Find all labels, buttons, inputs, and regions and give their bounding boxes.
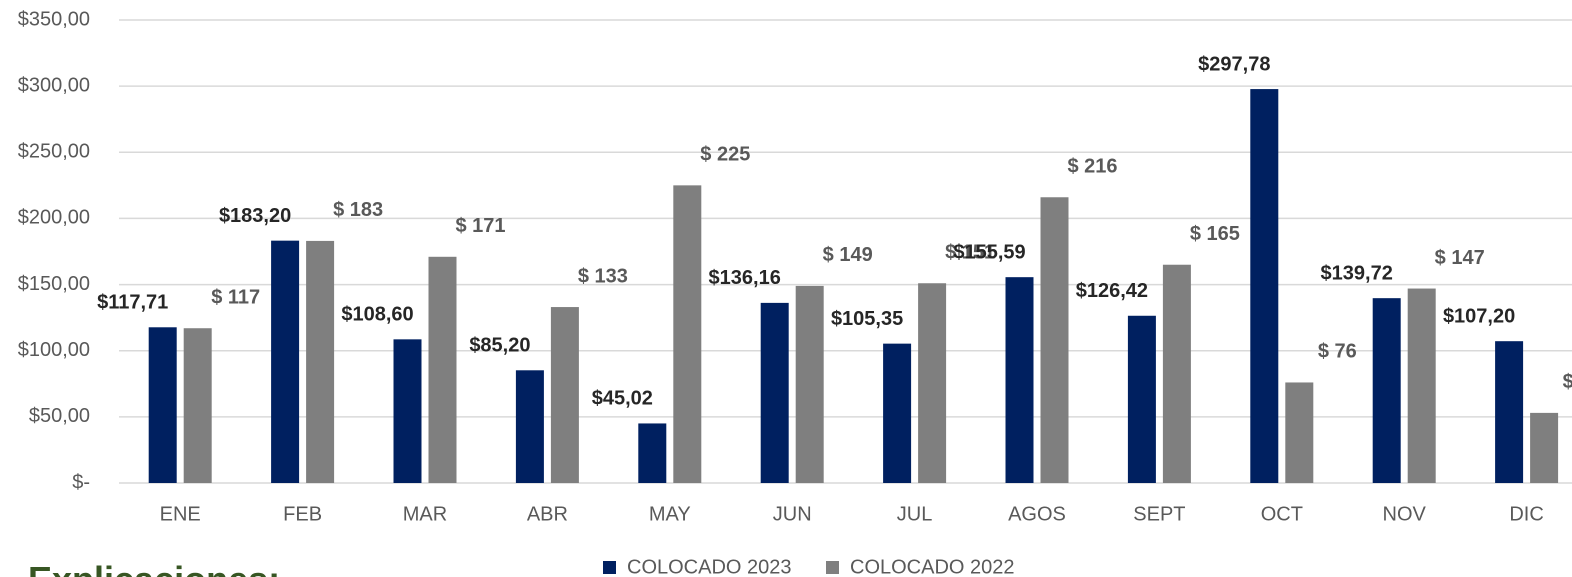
value-label: $ 171 — [455, 215, 505, 237]
value-label: $183,20 — [219, 205, 291, 227]
y-tick-label: $350,00 — [18, 8, 90, 30]
bar — [1407, 288, 1436, 483]
x-tick-label: JUN — [773, 503, 812, 525]
legend-label: COLOCADO 2023 — [627, 556, 792, 577]
value-label: $155,59 — [953, 241, 1025, 263]
x-tick-label: ENE — [160, 503, 201, 525]
value-label: $ 216 — [1067, 156, 1117, 178]
value-label: $ 151 — [945, 242, 995, 264]
x-tick-label: MAR — [403, 503, 447, 525]
bar — [1530, 412, 1559, 483]
x-tick-label: ABR — [527, 503, 568, 525]
bar — [1495, 341, 1524, 483]
bar — [306, 240, 335, 483]
bar — [883, 343, 912, 483]
y-tick-label: $50,00 — [29, 405, 90, 427]
x-tick-label: FEB — [283, 503, 322, 525]
x-tick-label: MAY — [649, 503, 691, 525]
bar — [673, 185, 702, 483]
bar — [183, 328, 212, 483]
y-tick-label: $200,00 — [18, 207, 90, 229]
value-label: $108,60 — [341, 304, 413, 326]
y-tick-label: $300,00 — [18, 74, 90, 96]
value-label: $ 149 — [823, 244, 873, 266]
legend-swatch — [603, 561, 616, 574]
value-label: $ 133 — [578, 265, 628, 287]
value-label: $45,02 — [592, 388, 653, 410]
bar — [1127, 315, 1156, 483]
bar — [393, 339, 422, 483]
legend-label: COLOCADO 2022 — [850, 556, 1015, 577]
bar — [638, 423, 667, 483]
value-label: $126,42 — [1076, 280, 1148, 302]
value-label: $105,35 — [831, 308, 903, 330]
footer-text: Explicaciones: — [28, 559, 280, 577]
value-label: $ 183 — [333, 199, 383, 221]
value-label: $ 165 — [1190, 223, 1240, 245]
bar — [1005, 277, 1034, 483]
value-label: $297,78 — [1198, 53, 1270, 75]
value-label: $ 225 — [700, 144, 750, 166]
value-label: $136,16 — [709, 267, 781, 289]
bar — [515, 370, 544, 483]
bar — [271, 240, 300, 483]
y-tick-label: $250,00 — [18, 141, 90, 163]
value-label: $ 117 — [211, 287, 260, 309]
x-tick-label: NOV — [1383, 503, 1427, 525]
x-tick-label: OCT — [1261, 503, 1303, 525]
value-label: $ 76 — [1318, 341, 1357, 363]
y-tick-label: $- — [72, 471, 90, 493]
bar — [760, 302, 789, 483]
value-label: $139,72 — [1321, 262, 1393, 284]
value-label: $ 147 — [1435, 247, 1485, 269]
bar — [1162, 264, 1191, 483]
x-tick-label: DIC — [1509, 503, 1543, 525]
y-tick-label: $150,00 — [18, 273, 90, 295]
legend-swatch — [826, 561, 839, 574]
y-tick-label: $100,00 — [18, 339, 90, 361]
bar — [148, 327, 177, 483]
bar — [550, 307, 579, 483]
x-tick-label: AGOS — [1008, 503, 1066, 525]
bar — [795, 285, 824, 483]
x-tick-label: JUL — [897, 503, 933, 525]
bar — [918, 283, 947, 483]
value-label: $117,71 — [97, 292, 168, 314]
x-tick-label: SEPT — [1133, 503, 1185, 525]
value-label: $ 53 — [1563, 371, 1572, 393]
bar — [428, 256, 457, 483]
bar — [1285, 382, 1314, 483]
value-label: $85,20 — [469, 335, 530, 357]
bar — [1372, 298, 1401, 483]
value-label: $107,20 — [1443, 305, 1515, 327]
bar — [1040, 197, 1069, 483]
bar — [1250, 89, 1279, 484]
